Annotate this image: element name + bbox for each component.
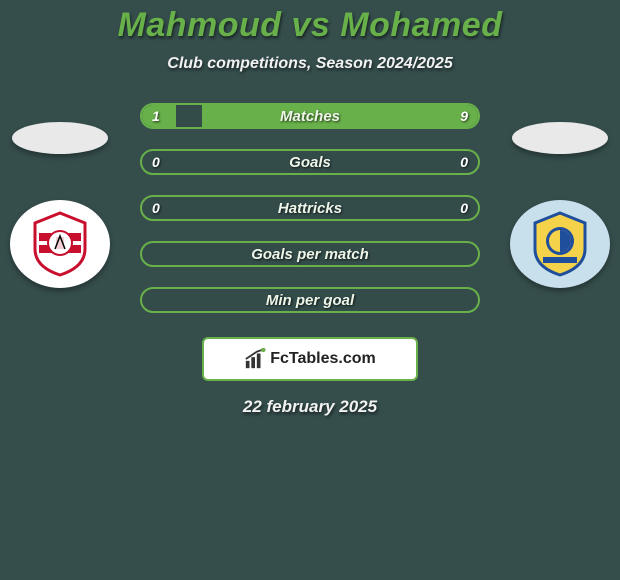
player-left-column bbox=[0, 122, 120, 288]
brand-text: FcTables.com bbox=[270, 350, 376, 368]
fctables-logo-icon bbox=[244, 348, 266, 370]
club-badge-right bbox=[510, 200, 610, 288]
zamalek-crest-icon bbox=[25, 209, 95, 279]
stat-bar-goals: 0 Goals 0 bbox=[140, 149, 480, 175]
date-text: 22 february 2025 bbox=[0, 397, 620, 417]
comparison-card: Mahmoud vs Mohamed Club competitions, Se… bbox=[0, 0, 620, 580]
stat-bar-matches: 1 Matches 9 bbox=[140, 103, 480, 129]
stat-label: Goals per match bbox=[142, 243, 478, 265]
subtitle: Club competitions, Season 2024/2025 bbox=[0, 55, 620, 73]
stat-value-right: 0 bbox=[460, 197, 468, 219]
player-right-column bbox=[500, 122, 620, 288]
stat-value-right: 0 bbox=[460, 151, 468, 173]
stat-bar-goals-per-match: Goals per match bbox=[140, 241, 480, 267]
stat-value-right: 9 bbox=[460, 105, 468, 127]
ismaily-crest-icon bbox=[523, 207, 597, 281]
stat-label: Hattricks bbox=[142, 197, 478, 219]
stat-bar-min-per-goal: Min per goal bbox=[140, 287, 480, 313]
stat-bar-hattricks: 0 Hattricks 0 bbox=[140, 195, 480, 221]
player-right-photo-placeholder bbox=[512, 122, 608, 154]
club-badge-left bbox=[10, 200, 110, 288]
stat-label: Matches bbox=[142, 105, 478, 127]
stat-label: Goals bbox=[142, 151, 478, 173]
stat-label: Min per goal bbox=[142, 289, 478, 311]
page-title: Mahmoud vs Mohamed bbox=[0, 6, 620, 45]
player-left-photo-placeholder bbox=[12, 122, 108, 154]
brand-box[interactable]: FcTables.com bbox=[202, 337, 418, 381]
